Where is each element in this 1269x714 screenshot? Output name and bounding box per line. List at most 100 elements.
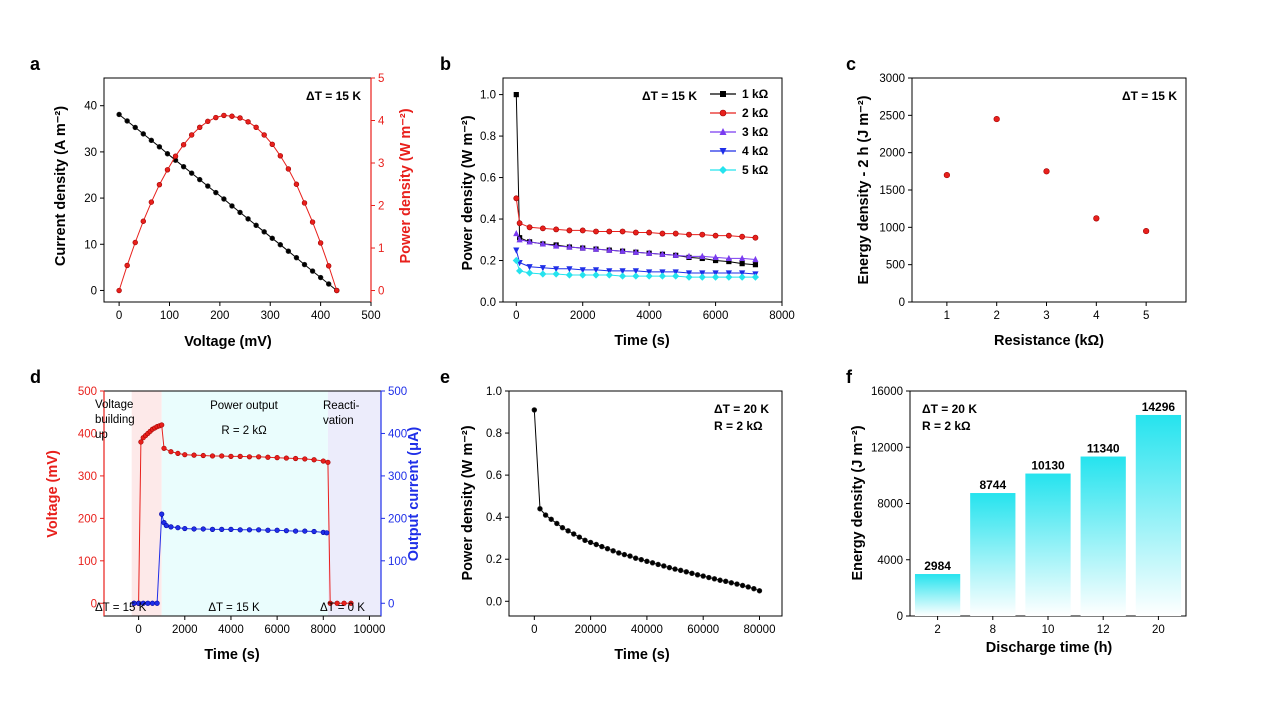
panel-d-series-0-point (159, 422, 165, 428)
panel-d-series-1-point (237, 527, 243, 533)
panel-e-series-0-point (734, 581, 740, 587)
panel-b-series-1-point (526, 224, 533, 231)
panel-a-series-1-point (269, 141, 275, 148)
panel-a-series-1-point (197, 124, 203, 131)
panel-e-series-0-point (655, 561, 661, 568)
panel-b-series-3-point (646, 269, 653, 276)
panel-d-series-1-point (175, 525, 181, 531)
panel-e-series-0-point (644, 558, 650, 565)
panel-d-series-0-point (191, 452, 197, 458)
panel-d-series-1-point (228, 526, 234, 532)
panel-f-ytick-label: 8000 (877, 499, 903, 511)
panel-e-ytick-label: 0.6 (486, 470, 502, 482)
panel-b-series-2-point (632, 248, 639, 255)
panel-d-series-1-point (292, 528, 299, 534)
panel-b-series-1-point (513, 195, 520, 202)
panel-d-dt-left: ΔT = 15 K (95, 602, 147, 614)
panel-b-ytick-label: 0.6 (480, 173, 496, 185)
panel-d-series-1-point (200, 526, 206, 532)
panel-a-y2tick-label: 0 (378, 286, 384, 298)
panel-b-series-1-point (646, 229, 653, 236)
panel-a-series-1-point (132, 239, 138, 246)
panel-b-ytick-label: 0.4 (480, 214, 497, 226)
panel-d-series-0-point (265, 454, 271, 460)
panel-e-series-0-point (576, 534, 583, 540)
panel-c-xtick-label: 3 (1043, 310, 1049, 322)
panel-e-series-0-point (683, 569, 690, 575)
panel-b-series-3-point (513, 247, 520, 254)
panel-a-series-0-point (124, 118, 130, 124)
panel-b-series-4-point (618, 272, 627, 280)
panel-a-series-0-point (245, 216, 251, 222)
panel-e-series-0-point (542, 512, 549, 518)
panel-b-ytick-label: 0.0 (480, 297, 496, 309)
panel-d-ytick-label: 0 (91, 598, 97, 610)
panel-b-series-2-point (646, 249, 653, 256)
panel-a-series-1-point (140, 218, 146, 224)
panel-c-frame (911, 77, 1187, 303)
panel-d-series-1-point (168, 524, 174, 530)
panel-e-series-0-point (739, 582, 746, 589)
panel-a-y2tick-label: 3 (378, 158, 384, 170)
panel-d-ylabel-right: Output current (μA) (406, 427, 422, 562)
panel-e-series-0-point (632, 555, 639, 561)
panel-d-series-0-point (283, 455, 289, 461)
panel-a-series-1-point (188, 132, 195, 138)
panel-e-series-0-point (666, 564, 673, 571)
panel-b-series-3-point (739, 270, 746, 277)
panel-d-series-1-point (163, 522, 169, 529)
panel-b-legend-label: 4 kΩ (742, 144, 769, 158)
panel-d-series-1-point (283, 528, 289, 534)
panel-a-series-0-point (221, 196, 227, 202)
panel-b-series-2-point (516, 236, 523, 243)
panel-d-series-0-point (209, 453, 216, 459)
panel-b-series-4-point (658, 272, 667, 280)
panel-d-xtick-label: 0 (135, 624, 141, 636)
panel-a-xtick-label: 500 (361, 310, 380, 322)
panel-d-y2tick-label: 400 (388, 428, 407, 440)
panel-d-dt-right: ΔT = 0 K (320, 602, 365, 614)
panel-label-d: d (30, 367, 41, 387)
panel-a-series-1-point (334, 287, 340, 294)
panel-a-series-1-point (180, 142, 187, 148)
panel-e-xtick-label: 60000 (687, 624, 719, 636)
panel-e-ytick-label: 0.4 (486, 512, 503, 524)
panel-b-series-1-point (725, 232, 732, 239)
panel-b-legend-marker (719, 128, 727, 135)
panel-d-series-1-point (302, 528, 308, 534)
panel-a-series-0-point (197, 176, 203, 183)
panel-f-bar (1025, 473, 1071, 616)
panel-e-series-0-point (621, 551, 628, 558)
panel-b-series-4-point (579, 271, 587, 279)
panel-d-series-0-point (228, 453, 234, 459)
panel-e-series-0-point (638, 556, 644, 563)
panel-e-series-0-point (582, 537, 588, 543)
panel-b-series-3-point (699, 270, 706, 277)
panel-c-ytick-label: 2000 (879, 148, 905, 160)
panel-f-ylabel: Energy density (J m⁻²) (850, 425, 866, 580)
panel-e-xtick-label: 0 (531, 624, 537, 636)
panel-a-series-1-point (277, 153, 284, 159)
panel-a-series-1-point (205, 118, 211, 125)
panel-b-series-4-point (516, 267, 524, 275)
panel-b-series-4-point (525, 269, 534, 277)
panel-b-series-3-line (515, 249, 756, 275)
panel-b-power-vs-time: ΔT = 15 K Time (s) Power density (W m⁻²)… (460, 77, 795, 349)
panel-d-phase-output-label: Power output (210, 400, 279, 412)
panel-b-series-0-point (752, 262, 759, 268)
panel-a-series-1-point (261, 132, 267, 138)
panel-b-series-1-point (699, 231, 706, 238)
panel-c-ytick-label: 3000 (879, 73, 905, 85)
panel-b-series-2-point (539, 240, 546, 247)
panel-e-series-0-point (700, 573, 706, 579)
panel-b-series-2-point (619, 247, 626, 254)
panel-a-series-1-point (317, 240, 324, 246)
panel-f-ytick-label: 12000 (871, 442, 903, 454)
panel-d-phase-reactivation (327, 391, 381, 616)
panel-d-series-1-point (149, 600, 156, 606)
panel-e-series-0-point (706, 574, 712, 581)
panel-a-series-1-point (221, 112, 227, 119)
panel-f-bar-value: 2984 (924, 559, 951, 573)
panel-f-ytick-label: 0 (897, 611, 903, 623)
panel-b-xlabel: Time (s) (614, 333, 670, 349)
